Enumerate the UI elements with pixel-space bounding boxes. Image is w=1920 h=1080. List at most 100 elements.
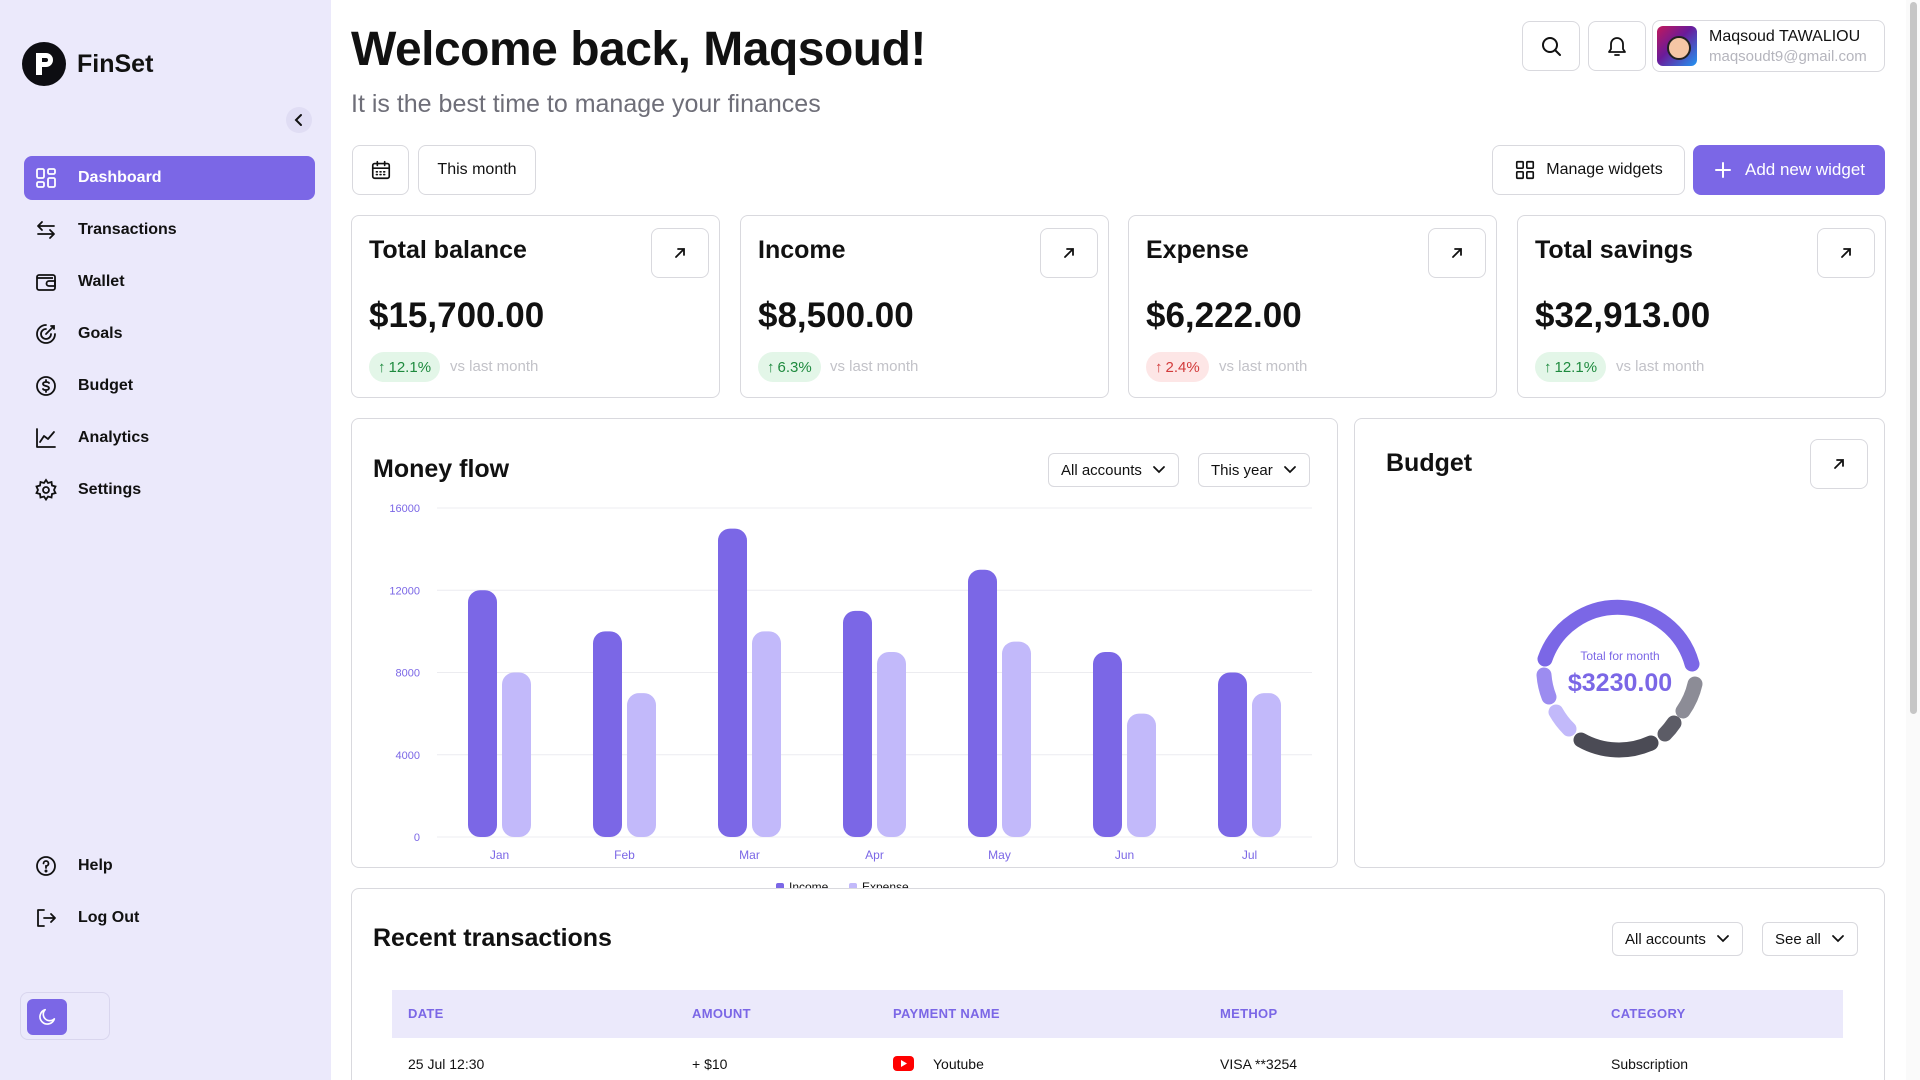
widgets-grid-icon	[1516, 160, 1535, 180]
chevron-down-icon	[1831, 935, 1844, 943]
bar-income-jan	[468, 590, 497, 837]
budget-center-label: Total for month	[1580, 649, 1660, 663]
stat-change: 6.3%	[777, 358, 812, 376]
bar-expense-jul	[1252, 693, 1281, 837]
cell-payment-name: Youtube	[933, 1056, 984, 1072]
open-stat-button[interactable]	[1040, 228, 1098, 278]
arrow-up-icon: ↑	[1544, 358, 1552, 376]
stat-card-income: Income $8,500.00 ↑ 6.3% vs last month	[740, 215, 1109, 398]
money-flow-accounts-dropdown[interactable]: All accounts	[1048, 453, 1179, 487]
transactions-accounts-dropdown[interactable]: All accounts	[1612, 922, 1743, 956]
sidebar-item-goals[interactable]: Goals	[24, 312, 315, 356]
sidebar-item-budget[interactable]: Budget	[24, 364, 315, 408]
user-profile[interactable]: Maqsoud TAWALIOU maqsoudt9@gmail.com	[1652, 20, 1885, 72]
x-tick-label: Mar	[739, 848, 760, 862]
stat-value: $6,222.00	[1146, 296, 1302, 335]
stat-value: $8,500.00	[758, 296, 914, 335]
theme-knob[interactable]	[27, 999, 67, 1035]
sidebar: FinSet Dashboard Transactions Wallet Goa…	[0, 0, 331, 1080]
y-tick-label: 0	[414, 832, 420, 844]
arrow-up-icon: ↑	[767, 358, 775, 376]
arrow-up-icon: ↑	[1155, 358, 1163, 376]
stat-change: 12.1%	[1554, 358, 1598, 376]
theme-toggle[interactable]	[20, 992, 110, 1040]
stat-change-badge: ↑ 6.3%	[758, 352, 821, 382]
stat-value: $32,913.00	[1535, 296, 1711, 335]
sidebar-item-label: Wallet	[78, 273, 125, 290]
chevron-down-icon	[1152, 466, 1165, 474]
sidebar-item-help[interactable]: Help	[24, 844, 315, 888]
arrow-up-icon: ↑	[378, 358, 386, 376]
sidebar-item-settings[interactable]: Settings	[24, 468, 315, 512]
arrow-up-right-icon	[1452, 248, 1462, 258]
sidebar-item-dashboard[interactable]: Dashboard	[24, 156, 315, 200]
transactions-icon	[37, 221, 55, 239]
x-tick-label: Apr	[865, 848, 884, 862]
stat-compare: vs last month	[830, 358, 919, 375]
add-widget-button[interactable]: Add new widget	[1693, 145, 1885, 195]
search-button[interactable]	[1522, 21, 1580, 71]
donut-segment	[1537, 599, 1700, 672]
column-header-amount[interactable]: AMOUNT	[692, 1006, 751, 1021]
help-icon	[36, 856, 56, 876]
page-scrollbar[interactable]	[1906, 0, 1920, 1080]
open-stat-button[interactable]	[1817, 228, 1875, 278]
x-tick-label: Jan	[490, 848, 509, 862]
bar-expense-jun	[1127, 713, 1156, 837]
open-stat-button[interactable]	[1428, 228, 1486, 278]
dropdown-label: See all	[1775, 930, 1821, 948]
money-flow-period-dropdown[interactable]: This year	[1198, 453, 1310, 487]
cell-amount: + $10	[692, 1056, 728, 1072]
sidebar-item-label: Transactions	[78, 221, 177, 238]
gear-icon	[35, 478, 57, 502]
sidebar-item-logout[interactable]: Log Out	[24, 896, 315, 940]
chevron-down-icon	[1716, 935, 1729, 943]
youtube-icon	[893, 1056, 914, 1071]
stat-compare: vs last month	[1616, 358, 1705, 375]
column-header-date[interactable]: DATE	[408, 1006, 444, 1021]
user-email: maqsoudt9@gmail.com	[1709, 47, 1867, 65]
scrollbar-thumb[interactable]	[1910, 2, 1917, 714]
column-header-category[interactable]: CATEGORY	[1611, 1006, 1686, 1021]
sidebar-item-wallet[interactable]: Wallet	[24, 260, 315, 304]
stat-card-expense: Expense $6,222.00 ↑ 2.4% vs last month	[1128, 215, 1497, 398]
stat-change-badge: ↑ 12.1%	[1535, 352, 1607, 382]
analytics-icon	[36, 428, 56, 448]
stat-change-badge: ↑ 2.4%	[1146, 352, 1209, 382]
see-all-dropdown[interactable]: See all	[1762, 922, 1858, 956]
manage-widgets-button[interactable]: Manage widgets	[1492, 145, 1685, 195]
sidebar-item-analytics[interactable]: Analytics	[24, 416, 315, 460]
budget-title: Budget	[1386, 449, 1473, 477]
column-header-method[interactable]: METHOP	[1220, 1006, 1278, 1021]
bar-expense-jan	[502, 672, 531, 837]
sidebar-bottom-nav: Help Log Out	[24, 844, 315, 948]
calendar-button[interactable]	[352, 145, 409, 195]
stat-compare: vs last month	[450, 358, 539, 375]
column-header-payment-name[interactable]: PAYMENT NAME	[893, 1006, 1000, 1021]
period-label: This month	[437, 161, 517, 178]
sidebar-item-label: Goals	[78, 325, 123, 342]
budget-panel: Budget Total for month $3230.00	[1354, 418, 1885, 868]
donut-segment	[1536, 667, 1557, 705]
bar-income-jun	[1093, 651, 1122, 837]
budget-icon	[36, 376, 56, 396]
sidebar-nav: Dashboard Transactions Wallet Goals Budg…	[24, 156, 315, 520]
page-subtitle: It is the best time to manage your finan…	[351, 90, 821, 118]
bar-income-feb	[593, 631, 622, 837]
stat-change: 12.1%	[388, 358, 432, 376]
bar-expense-apr	[877, 651, 906, 837]
open-stat-button[interactable]	[651, 228, 709, 278]
stat-title: Total balance	[369, 236, 527, 264]
notifications-button[interactable]	[1588, 21, 1646, 71]
search-icon	[1542, 37, 1561, 56]
sidebar-item-transactions[interactable]: Transactions	[24, 208, 315, 252]
app-logo[interactable]: FinSet	[22, 42, 153, 86]
bar-income-mar	[718, 528, 747, 837]
logout-icon	[37, 909, 56, 927]
open-budget-button[interactable]	[1810, 439, 1868, 489]
manage-widgets-label: Manage widgets	[1546, 161, 1663, 178]
goals-icon	[36, 324, 56, 344]
period-selector[interactable]: This month	[418, 145, 536, 195]
finset-logo-icon	[22, 42, 66, 86]
collapse-sidebar-button[interactable]	[286, 107, 312, 133]
